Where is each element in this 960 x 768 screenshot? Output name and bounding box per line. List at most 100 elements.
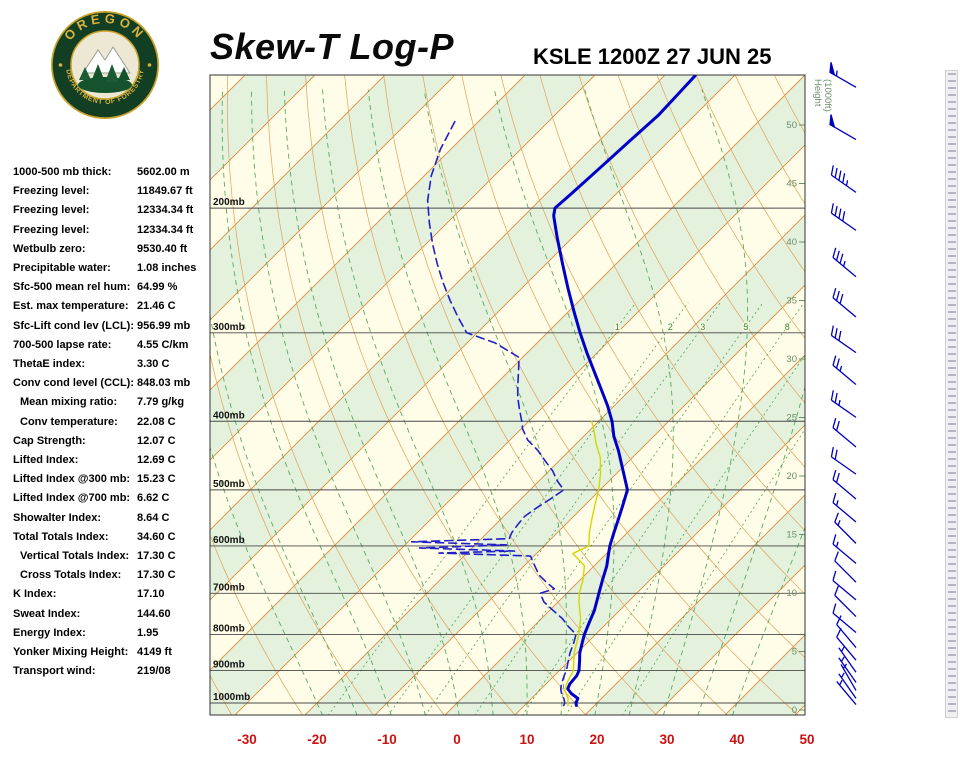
temperature-axis-labels: -30 -20 -10 0 10 20 30 40 50 bbox=[237, 732, 814, 747]
index-row: Lifted Index: 12.69 C bbox=[13, 451, 213, 470]
wind-barb bbox=[829, 114, 857, 141]
index-label: Total Totals Index: bbox=[13, 530, 109, 543]
wind-barb bbox=[836, 627, 857, 661]
index-row: 1000-500 mb thick: 5602.00 m bbox=[13, 163, 213, 182]
temp-tick-label: -20 bbox=[307, 732, 327, 747]
index-label: 700-500 lapse rate: bbox=[13, 338, 112, 351]
scrollbar-thumb[interactable] bbox=[948, 73, 956, 713]
wind-barb bbox=[829, 62, 857, 88]
height-tick-label: 40 bbox=[786, 237, 797, 248]
temp-tick-label: 30 bbox=[659, 732, 674, 747]
index-label: Yonker Mixing Height: bbox=[13, 646, 129, 659]
index-value: 22.08 C bbox=[137, 415, 176, 428]
pressure-label: 300mb bbox=[213, 322, 245, 333]
wind-barb bbox=[832, 287, 857, 318]
index-value: 12334.34 ft bbox=[137, 223, 194, 236]
index-label: Precipitable water: bbox=[13, 262, 111, 275]
index-label: Wetbulb zero: bbox=[13, 242, 86, 255]
mixing-ratio-label: 8 bbox=[785, 322, 790, 332]
index-row: Conv temperature: 22.08 C bbox=[13, 413, 213, 432]
index-label: Vertical Totals Index: bbox=[20, 550, 130, 563]
wind-barb bbox=[836, 615, 857, 648]
index-value: 12.07 C bbox=[137, 434, 176, 447]
height-tick-label: 15 bbox=[786, 530, 797, 541]
height-tick-label: 20 bbox=[786, 471, 797, 482]
page-title: Skew-T Log-P bbox=[210, 26, 455, 67]
dry-adiabats bbox=[210, 75, 805, 715]
pressure-label: 400mb bbox=[213, 410, 245, 421]
mixing-ratio-label: 5 bbox=[743, 322, 748, 332]
dewpoint-trace bbox=[410, 118, 577, 707]
svg-text:Height: Height bbox=[812, 79, 823, 107]
mixing-ratio-label: 12 bbox=[822, 322, 832, 332]
mixing-ratio-label: 3 bbox=[700, 322, 705, 332]
index-row: Freezing level: 11849.67 ft bbox=[13, 182, 213, 201]
wind-barb bbox=[830, 390, 857, 418]
pressure-gridlines bbox=[210, 207, 805, 704]
temperature-trace bbox=[552, 75, 697, 707]
index-label: 1000-500 mb thick: bbox=[13, 166, 112, 178]
index-label: Sfc-500 mean rel hum: bbox=[13, 281, 131, 294]
svg-text:(1000ft): (1000ft) bbox=[822, 79, 833, 112]
index-value: 17.10 bbox=[137, 588, 165, 601]
index-row: Freezing level: 12334.34 ft bbox=[13, 221, 213, 240]
index-row: Mean mixing ratio: 7.79 g/kg bbox=[13, 393, 213, 412]
odf-logo-image: OREGON DEPARTMENT OF FORESTRY bbox=[51, 11, 159, 119]
tree-icon bbox=[105, 64, 119, 82]
index-value: 219/08 bbox=[137, 665, 171, 678]
wind-barb bbox=[834, 551, 857, 583]
wind-barb bbox=[832, 247, 857, 278]
wind-barb bbox=[830, 325, 857, 354]
wind-barb bbox=[832, 534, 857, 564]
wind-barb bbox=[834, 512, 857, 544]
tree-icon bbox=[91, 64, 105, 82]
odf-logo: OREGON DEPARTMENT OF FORESTRY bbox=[50, 10, 160, 122]
index-label: Lifted Index: bbox=[13, 454, 79, 467]
index-row: Wetbulb zero: 9530.40 ft bbox=[13, 240, 213, 259]
index-row: Sweat Index: 144.60 bbox=[13, 605, 213, 624]
index-label: Freezing level: bbox=[13, 204, 90, 217]
wind-barb bbox=[830, 165, 857, 193]
wetbulb-trace bbox=[564, 420, 602, 707]
index-label: Freezing level: bbox=[13, 223, 90, 236]
index-value: 5602.00 m bbox=[137, 166, 190, 178]
index-label: Conv temperature: bbox=[20, 415, 118, 428]
wind-barb bbox=[832, 570, 857, 601]
index-value: 64.99 % bbox=[137, 281, 178, 294]
index-row: Vertical Totals Index: 17.30 C bbox=[13, 547, 213, 566]
height-tick-label: 35 bbox=[786, 296, 797, 307]
mixing-ratio-label: 20 bbox=[871, 322, 881, 332]
index-label: Sfc-Lift cond lev (LCL): bbox=[13, 319, 134, 332]
wind-barb bbox=[838, 646, 857, 673]
index-row: Energy Index: 1.95 bbox=[13, 624, 213, 643]
index-value: 11849.67 ft bbox=[137, 185, 193, 198]
wind-barb bbox=[830, 446, 857, 475]
pressure-label: 200mb bbox=[213, 197, 245, 208]
index-label: Mean mixing ratio: bbox=[20, 396, 118, 409]
index-value: 8.64 C bbox=[137, 511, 170, 524]
index-label: Est. max temperature: bbox=[13, 300, 129, 313]
index-label: K Index: bbox=[13, 588, 57, 601]
height-tick-label: 5 bbox=[792, 647, 797, 658]
height-tick-label: 0 bbox=[792, 705, 797, 716]
index-row: 700-500 lapse rate: 4.55 C/km bbox=[13, 336, 213, 355]
wind-barb bbox=[838, 656, 857, 683]
index-label: Freezing level: bbox=[13, 185, 90, 198]
index-value: 6.62 C bbox=[137, 492, 170, 505]
index-label: Cross Totals Index: bbox=[20, 569, 122, 582]
index-value: 144.60 bbox=[137, 607, 171, 620]
index-row: K Index: 17.10 bbox=[13, 585, 213, 604]
index-value: 4149 ft bbox=[137, 646, 172, 659]
index-value: 848.03 mb bbox=[137, 377, 191, 390]
index-row: Lifted Index @700 mb: 6.62 C bbox=[13, 489, 213, 508]
index-row: Est. max temperature: 21.46 C bbox=[13, 297, 213, 316]
index-value: 1.95 bbox=[137, 626, 159, 639]
index-value: 17.30 C bbox=[137, 550, 176, 563]
vertical-scrollbar[interactable] bbox=[945, 70, 958, 718]
pressure-labels: 200mb 300mb 400mb 500mb 600mb 700mb 800mb 900mb… bbox=[213, 197, 250, 703]
moist-adiabats bbox=[210, 89, 805, 715]
index-label: Showalter Index: bbox=[13, 511, 102, 524]
index-value: 7.79 g/kg bbox=[137, 396, 185, 409]
